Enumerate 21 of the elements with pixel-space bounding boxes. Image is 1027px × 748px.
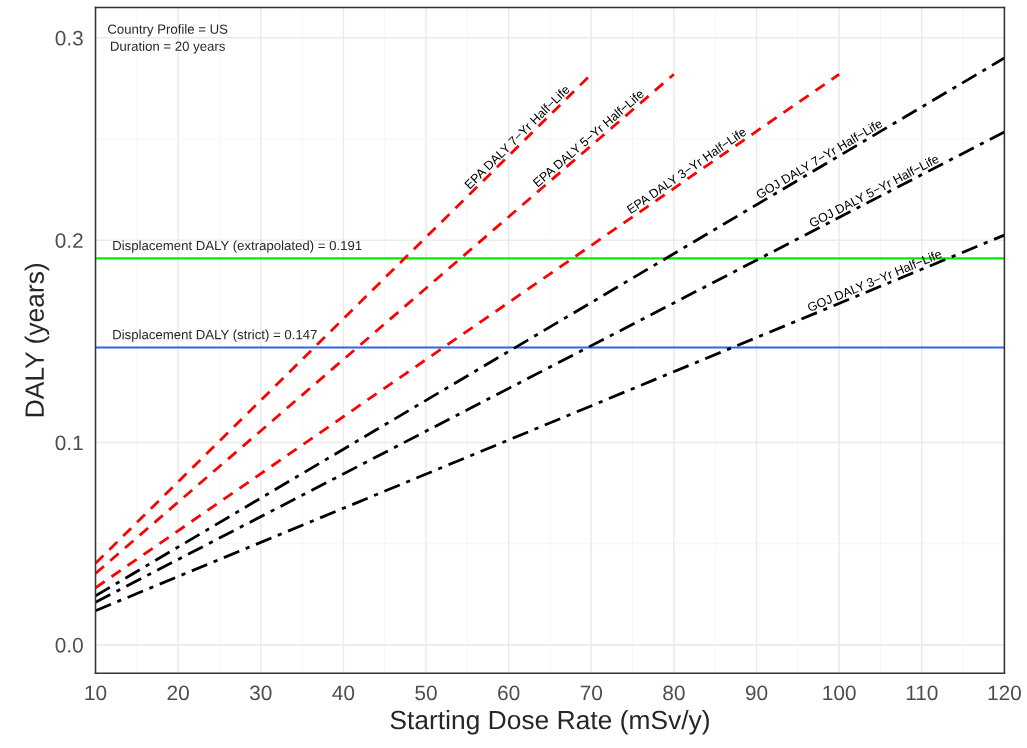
annotation: Country Profile = US Duration = 20 years <box>108 24 228 54</box>
x-tick-label: 40 <box>332 685 355 701</box>
y-tick-label: 0.1 <box>55 435 83 451</box>
x-tick-label: 60 <box>498 685 520 701</box>
y-tick-label: 0.2 <box>55 233 83 248</box>
x-tick-label: 80 <box>663 685 685 701</box>
ref-line-label: Displacement DALY (strict) = 0.147 <box>113 329 317 342</box>
x-axis-title: Starting Dose Rate (mSv/y) <box>390 709 709 735</box>
x-tick-label: 120 <box>988 685 1021 701</box>
x-tick-label: 110 <box>906 685 938 701</box>
x-tick-label: 10 <box>85 685 107 701</box>
y-tick-label: 0.0 <box>55 637 83 653</box>
x-tick-label: 30 <box>249 685 272 701</box>
x-tick-label: 20 <box>167 685 189 701</box>
y-tick-label: 0.3 <box>55 30 83 46</box>
x-tick-label: 50 <box>415 685 437 701</box>
y-axis-title: DALY (years) <box>24 263 50 417</box>
ref-line-label: Displacement DALY (extrapolated) = 0.191 <box>113 240 362 253</box>
x-tick-label: 90 <box>745 685 768 701</box>
x-tick-label: 70 <box>580 685 603 701</box>
x-tick-label: 100 <box>823 685 856 701</box>
